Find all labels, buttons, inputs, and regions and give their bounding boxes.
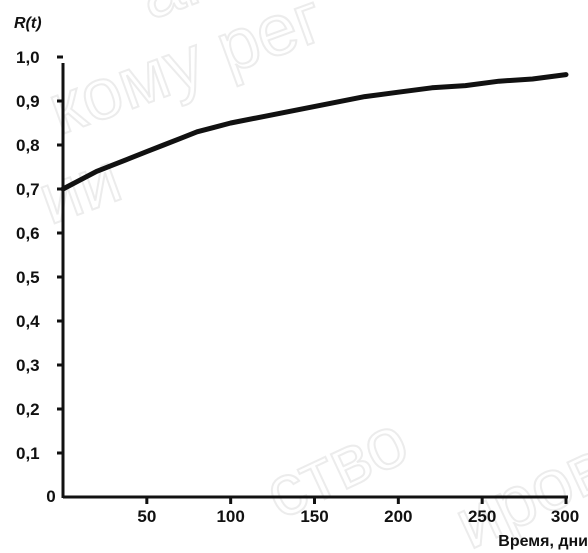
y-tick-label: 0,2 <box>16 400 40 419</box>
x-tick-label: 300 <box>551 507 579 526</box>
reliability-curve <box>60 72 569 192</box>
y-tick-label: 0,6 <box>16 224 40 243</box>
y-tick-label: 0,4 <box>16 312 40 331</box>
x-tick-label: 150 <box>300 507 328 526</box>
x-tick-label: 100 <box>216 507 244 526</box>
y-ticks: 0,1 0,2 0,3 0,4 0,5 0,6 0,7 0,8 0,9 1,0 <box>16 48 63 463</box>
y-tick-label: 0,5 <box>16 268 40 287</box>
x-ticks: 50 100 150 200 250 300 <box>137 497 579 526</box>
y-tick-label: 0,1 <box>16 444 40 463</box>
x-tick-label: 250 <box>468 507 496 526</box>
y-tick-label: 0,8 <box>16 136 40 155</box>
y-axis-title: R(t) <box>14 15 42 32</box>
y-tick-label: 0,3 <box>16 356 40 375</box>
x-tick-label: 50 <box>137 507 156 526</box>
y-tick-label: 0,9 <box>16 92 40 111</box>
origin-label: 0 <box>46 487 55 506</box>
x-tick-label: 200 <box>384 507 412 526</box>
y-tick-label: 1,0 <box>16 48 40 67</box>
x-axis-title: Время, дни <box>498 533 588 550</box>
watermark-text: кому рег <box>38 0 333 150</box>
watermark-text: ии <box>28 137 131 240</box>
watermark-text: ирова <box>443 408 588 553</box>
y-tick-label: 0,7 <box>16 180 40 199</box>
